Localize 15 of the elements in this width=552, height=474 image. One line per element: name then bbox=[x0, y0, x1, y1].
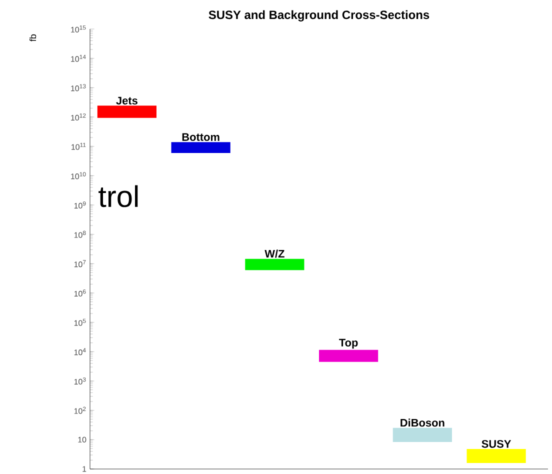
chart-title: SUSY and Background Cross-Sections bbox=[208, 10, 430, 22]
x-tick-label: Top bbox=[339, 338, 358, 349]
bar bbox=[392, 428, 452, 442]
x-tick-label: SUSY bbox=[482, 440, 512, 448]
bar bbox=[319, 350, 378, 362]
annotation: trol bbox=[98, 185, 138, 208]
x-tick-label: DiBoson bbox=[400, 418, 444, 427]
bar bbox=[245, 258, 304, 270]
bar bbox=[466, 449, 526, 464]
bar bbox=[97, 106, 156, 118]
bar bbox=[171, 142, 230, 154]
x-tick-label: W/Z bbox=[264, 250, 284, 258]
x-tick-label: Jets bbox=[116, 96, 138, 104]
x-tick-label: Bottom bbox=[182, 133, 220, 141]
y-axis-title: fb bbox=[30, 34, 36, 42]
